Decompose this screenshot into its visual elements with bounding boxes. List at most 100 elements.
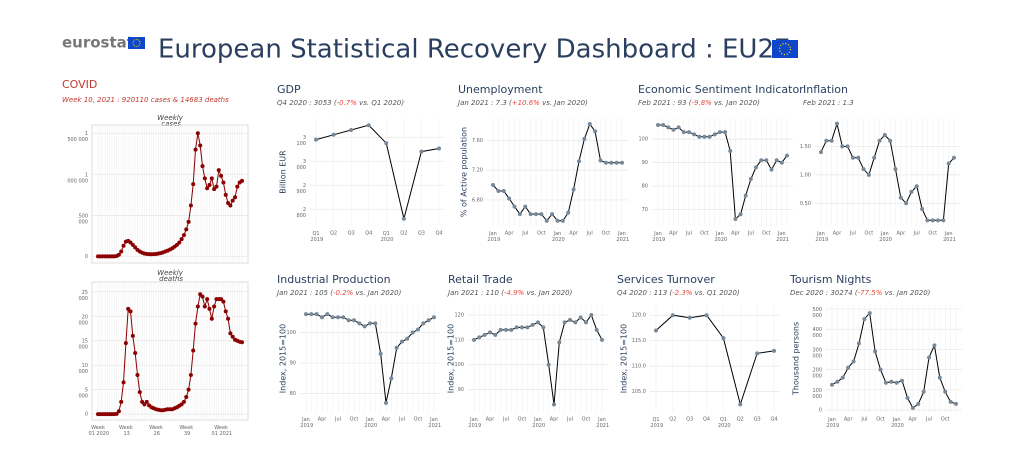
chart-subtitle: Q4 2020 : 3053 (-0.7% vs. Q1 2020)	[277, 99, 404, 107]
point	[240, 178, 244, 183]
subtitle-part: vs. Jan 2020)	[712, 99, 760, 107]
point	[721, 336, 726, 341]
x-tick-label: Jul	[685, 231, 692, 237]
y-tick-label: 90	[642, 160, 648, 166]
point	[498, 327, 503, 332]
point	[219, 173, 224, 178]
point	[936, 218, 941, 223]
point	[687, 315, 692, 320]
x-tick-label: Jan 2021	[615, 231, 629, 243]
x-tick-label: Jan 2020	[713, 231, 727, 243]
point	[539, 212, 544, 217]
point	[541, 325, 546, 330]
y-tick-label: 20 000	[77, 314, 88, 326]
x-tick-label: Q3	[754, 417, 761, 423]
x-tick-label: Jul	[860, 417, 867, 423]
point	[493, 332, 498, 337]
point	[507, 196, 512, 201]
x-tick-label: Q2	[330, 231, 337, 237]
y-tick-label: 500 000	[77, 213, 88, 225]
y-axis-label: Index, 2015=100	[279, 324, 288, 393]
point	[676, 125, 681, 130]
point	[186, 387, 191, 392]
logo-flag	[128, 37, 145, 49]
x-tick-label: Jan 2020	[363, 417, 377, 429]
logo: eurostat	[62, 34, 134, 52]
x-tick-label: Week 01 2020	[87, 425, 109, 437]
point	[829, 138, 834, 143]
y-tick-label: 2 900	[295, 183, 306, 195]
point	[405, 336, 410, 341]
point	[728, 148, 733, 153]
point	[704, 313, 709, 318]
point	[341, 315, 346, 320]
point	[910, 405, 915, 410]
x-tick-label: Q3	[686, 417, 693, 423]
point	[373, 321, 378, 326]
series-line	[655, 314, 775, 407]
subtitle-part: -9.8%	[692, 99, 713, 107]
point	[921, 389, 926, 394]
point	[824, 138, 829, 143]
y-axis-label: Billion EUR	[279, 150, 288, 194]
point	[325, 312, 330, 317]
point	[368, 321, 372, 326]
point	[872, 155, 877, 160]
point	[193, 147, 198, 152]
x-tick-label: Oct	[350, 417, 359, 423]
x-tick-label: Apr	[382, 417, 392, 423]
x-tick-label: Jul	[849, 231, 856, 237]
point	[330, 315, 335, 320]
series-line	[820, 121, 955, 221]
x-tick-label: Q2	[737, 417, 744, 423]
point	[661, 123, 666, 128]
x-tick-label: Jan 2020	[890, 417, 904, 429]
point	[188, 203, 193, 208]
x-tick-label: Oct	[928, 231, 937, 237]
point	[851, 359, 856, 364]
point	[785, 153, 789, 158]
x-tick-label: Jul	[398, 417, 405, 423]
x-tick-label: Apr	[909, 417, 919, 423]
subtitle-part: vs. Q1 2020)	[692, 289, 739, 297]
y-tick-label: 105.0	[632, 389, 646, 395]
point	[877, 138, 882, 143]
point	[121, 380, 126, 385]
point	[472, 337, 476, 342]
point	[883, 380, 888, 385]
x-tick-label: Jan 2019	[486, 231, 500, 243]
x-tick-label: Q4	[703, 417, 710, 423]
point	[188, 372, 193, 377]
y-tick-label: 5 000	[77, 387, 88, 399]
point	[932, 343, 937, 348]
point	[331, 132, 336, 137]
point	[754, 165, 759, 170]
chart-title: Industrial Production	[277, 273, 391, 286]
x-tick-label: Jul	[334, 417, 341, 423]
y-tick-label: 1 500 000	[66, 131, 88, 143]
point	[352, 318, 356, 323]
point	[304, 312, 308, 317]
point	[589, 312, 594, 317]
point	[123, 341, 128, 346]
point	[536, 320, 540, 325]
point	[119, 249, 124, 254]
y-tick-label: 400 000	[811, 327, 822, 339]
point	[557, 340, 562, 345]
y-tick-label: 1 000 000	[66, 172, 88, 184]
x-tick-label: Jan 2019	[825, 417, 839, 429]
subtitle-part: vs. Q1 2020)	[357, 99, 404, 107]
point	[593, 129, 598, 134]
chart-title: Retail Trade	[448, 273, 513, 286]
x-tick-label: Q4	[365, 231, 372, 237]
y-tick-label: 80	[642, 184, 648, 190]
point	[927, 355, 932, 360]
point	[840, 144, 845, 149]
y-tick-label: 100	[454, 362, 464, 368]
x-tick-label: Apr	[569, 231, 579, 237]
x-tick-label: Oct	[876, 417, 885, 423]
y-tick-label: 10 000	[77, 363, 88, 375]
point	[845, 144, 850, 149]
x-tick-label: Apr	[550, 417, 560, 423]
point	[707, 134, 712, 139]
